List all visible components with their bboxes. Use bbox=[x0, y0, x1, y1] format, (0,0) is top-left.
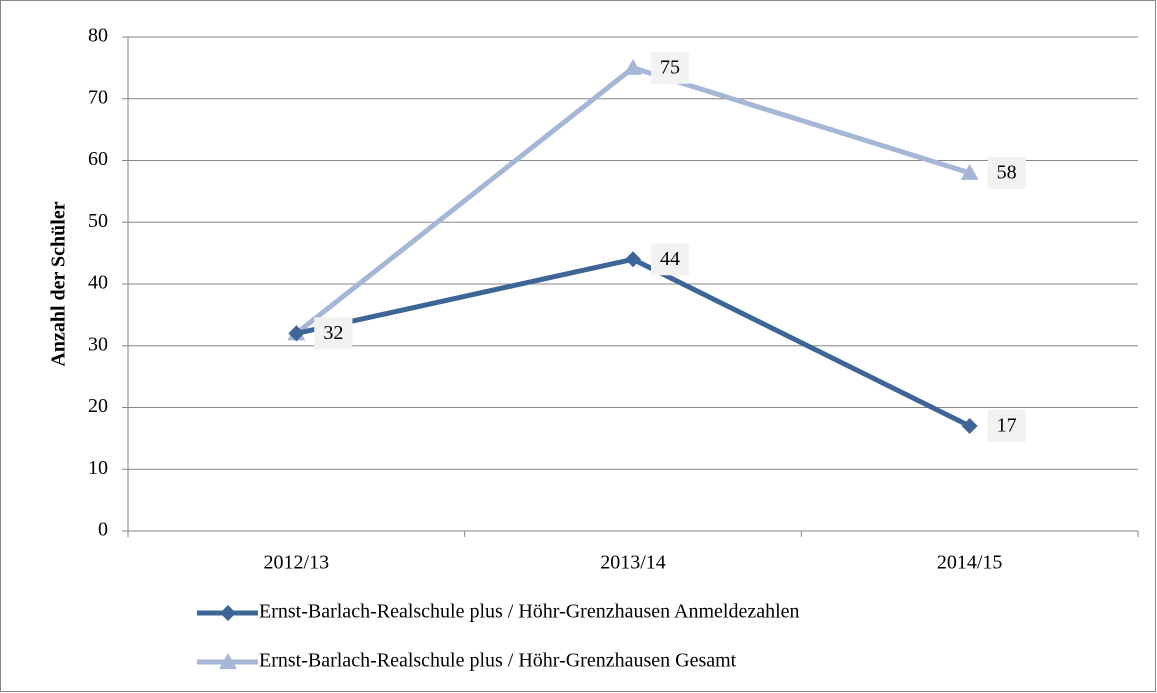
y-tick-label: 50 bbox=[88, 210, 108, 232]
y-tick-label: 30 bbox=[88, 333, 108, 355]
y-tick-label: 80 bbox=[88, 25, 108, 47]
value-label-box bbox=[651, 243, 689, 276]
value-label: 44 bbox=[660, 248, 680, 270]
value-label-box bbox=[987, 410, 1026, 443]
value-label-box bbox=[314, 317, 353, 350]
value-label: 32 bbox=[323, 322, 343, 344]
value-label: 58 bbox=[997, 161, 1017, 183]
marker bbox=[624, 58, 642, 75]
x-tick-label: 2012/13 bbox=[264, 552, 330, 574]
marker bbox=[219, 653, 237, 669]
legend-label: Ernst-Barlach-Realschule plus / Höhr-Gre… bbox=[259, 601, 800, 623]
marker bbox=[960, 163, 979, 180]
x-tick-label: 2013/14 bbox=[600, 552, 666, 574]
marker bbox=[220, 605, 236, 621]
marker bbox=[288, 325, 305, 342]
marker bbox=[961, 418, 978, 435]
y-tick-label: 0 bbox=[98, 519, 108, 541]
value-label: 17 bbox=[997, 415, 1017, 437]
y-tick-label: 60 bbox=[88, 148, 108, 170]
value-label: 75 bbox=[660, 56, 680, 78]
legend-label: Ernst-Barlach-Realschule plus / Höhr-Gre… bbox=[259, 650, 737, 672]
y-tick-label: 70 bbox=[88, 86, 108, 108]
y-tick-label: 20 bbox=[88, 395, 108, 417]
value-label-box bbox=[651, 51, 689, 84]
marker bbox=[625, 251, 641, 268]
x-tick-label: 2014/15 bbox=[937, 552, 1003, 574]
value-label-box bbox=[987, 156, 1026, 189]
y-tick-label: 40 bbox=[88, 272, 108, 294]
y-axis-title: Anzahl der Schüler bbox=[48, 201, 70, 366]
y-tick-label: 10 bbox=[88, 457, 108, 479]
